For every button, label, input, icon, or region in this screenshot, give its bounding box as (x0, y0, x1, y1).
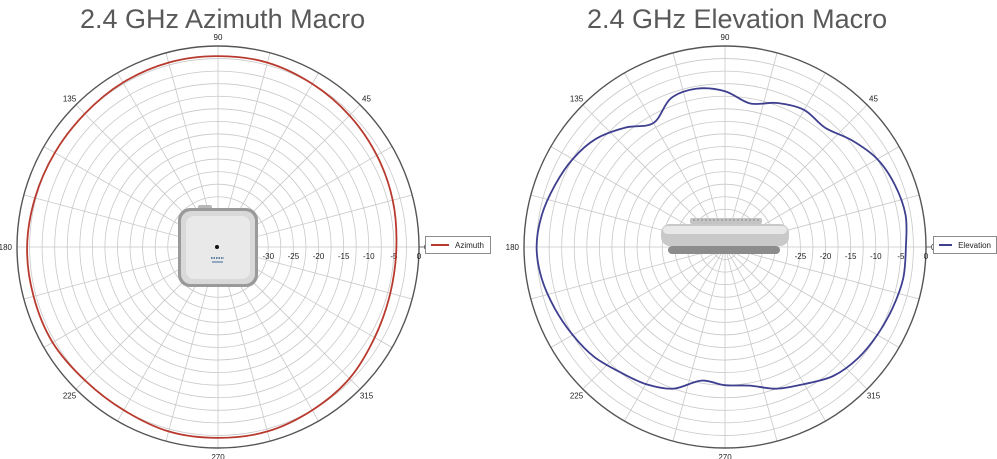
radial-tick-label: 0 (924, 252, 929, 261)
radial-tick-label: -15 (845, 252, 857, 261)
angle-label: 225 (570, 391, 584, 400)
radial-tick-label: -15 (338, 252, 350, 261)
elevation-legend-label: Elevation (958, 241, 991, 250)
grid-spoke (673, 247, 725, 441)
radial-tick-label: -10 (363, 252, 375, 261)
radial-tick-label: -20 (313, 252, 325, 261)
angle-label: 315 (867, 391, 881, 400)
angle-label: 270 (211, 453, 225, 459)
azimuth-legend: Azimuth (425, 236, 491, 254)
radial-tick-label: -20 (820, 252, 832, 261)
access-point-top-view (178, 205, 258, 287)
grid-spoke (725, 53, 777, 247)
radial-tick-label: -5 (897, 252, 905, 261)
angle-label: 45 (869, 95, 878, 104)
radial-tick-label: -10 (870, 252, 882, 261)
grid-spoke (531, 247, 725, 299)
grid-spoke (725, 247, 777, 441)
radial-tick-label: -25 (795, 252, 807, 261)
azimuth-legend-label: Azimuth (455, 241, 484, 250)
angle-label: 270 (718, 453, 732, 459)
angle-label: 45 (362, 95, 371, 104)
angle-label: 135 (570, 95, 584, 104)
grid-spoke (673, 53, 725, 247)
grid-spoke (583, 247, 725, 389)
elevation-legend-swatch (939, 244, 952, 246)
angle-label: 90 (214, 33, 223, 42)
angle-label: 225 (63, 391, 77, 400)
angle-label: 180 (506, 243, 520, 252)
angle-label: 315 (360, 391, 374, 400)
radial-tick-label: -25 (288, 252, 300, 261)
angle-label: 180 (0, 243, 13, 252)
azimuth-legend-swatch (431, 244, 449, 246)
radial-tick-label: 0 (417, 252, 422, 261)
radial-tick-label: -30 (262, 252, 274, 261)
angle-label: 90 (721, 33, 730, 42)
angle-label: 135 (63, 95, 77, 104)
elevation-legend: Elevation (933, 236, 997, 254)
